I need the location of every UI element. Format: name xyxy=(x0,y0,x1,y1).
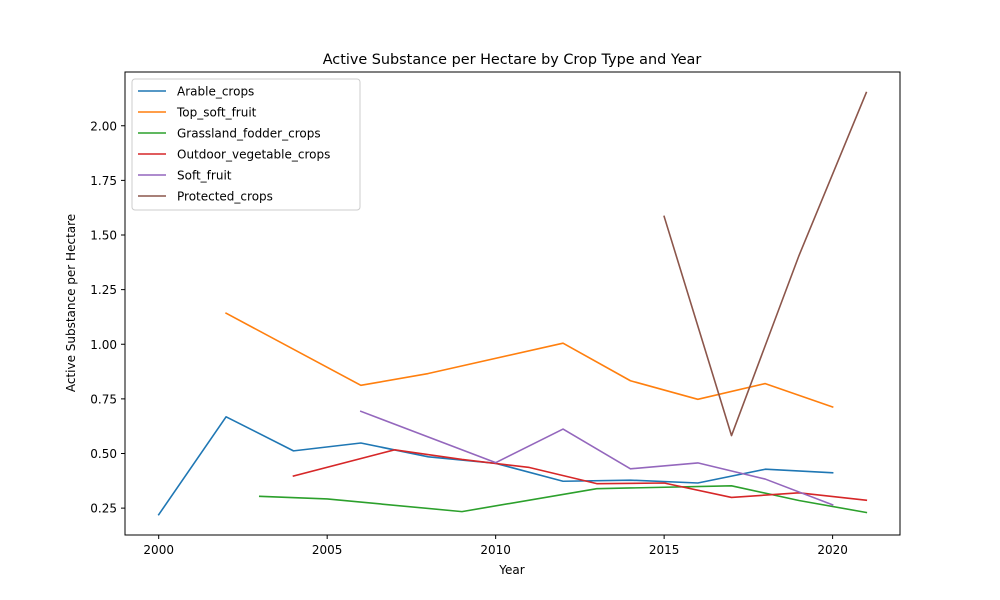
plot-lines xyxy=(157,91,868,516)
plot-frame xyxy=(124,71,901,536)
y-tick-label: 0.50 xyxy=(90,447,117,461)
x-axis-ticks: 2000 2005 2010 2015 2020 xyxy=(143,535,848,557)
y-axis-ticks: 0.25 0.50 0.75 1.00 1.25 1.50 1.75 2.00 xyxy=(90,119,125,516)
series-line-grassland-fodder-crops xyxy=(258,485,868,514)
legend-label-outdoor-vegetable-crops: Outdoor_vegetable_crops xyxy=(177,148,330,162)
x-tick-label: 2015 xyxy=(649,543,680,557)
chart-title: Active Substance per Hectare by Crop Typ… xyxy=(323,52,702,68)
series-line-arable-crops xyxy=(157,415,834,516)
legend: Arable_crops Top_soft_fruit Grassland_fodd… xyxy=(131,78,361,211)
legend-box xyxy=(131,78,361,211)
series-line-top-soft-fruit xyxy=(225,312,834,408)
y-tick-label: 0.25 xyxy=(90,502,117,516)
legend-label-arable-crops: Arable_crops xyxy=(177,85,254,99)
y-tick-label: 1.50 xyxy=(90,229,117,243)
y-tick-label: 2.00 xyxy=(90,119,117,133)
x-tick-label: 2005 xyxy=(312,543,343,557)
y-tick-label: 1.00 xyxy=(90,338,117,352)
y-tick-label: 1.75 xyxy=(90,174,117,188)
x-tick-label: 2010 xyxy=(480,543,511,557)
series-line-outdoor-vegetable-crops xyxy=(292,448,868,502)
x-tick-label: 2020 xyxy=(817,543,848,557)
legend-label-grassland-fodder-crops: Grassland_fodder_crops xyxy=(177,127,321,141)
x-axis-label: Year xyxy=(498,563,524,577)
series-line-protected-crops xyxy=(663,91,868,437)
series-line-soft-fruit xyxy=(359,410,834,506)
x-tick-label: 2000 xyxy=(143,543,174,557)
legend-label-soft-fruit: Soft_fruit xyxy=(177,169,232,183)
legend-label-top-soft-fruit: Top_soft_fruit xyxy=(176,106,257,120)
y-tick-label: 1.25 xyxy=(90,283,117,297)
legend-label-protected-crops: Protected_crops xyxy=(177,190,273,204)
y-axis-label: Active Substance per Hectare xyxy=(64,214,78,392)
y-tick-label: 0.75 xyxy=(90,392,117,406)
